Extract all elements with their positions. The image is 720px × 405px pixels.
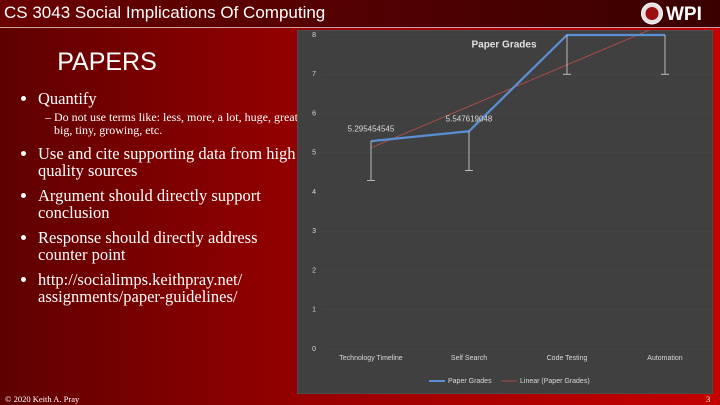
y-tick-label: 7 [312, 71, 316, 78]
y-tick-label: 3 [312, 228, 316, 235]
data-label: 5.295454545 [348, 124, 395, 133]
sub-bullet: Do not use terms like: less, more, a lot… [54, 111, 306, 137]
error-bar [661, 35, 669, 75]
sub-list: Do not use terms like: less, more, a lot… [38, 111, 306, 137]
chart: Paper Grades 0 1 2 3 4 5 6 7 8 Technology Timelin… [297, 30, 713, 394]
error-bar [563, 35, 571, 75]
y-tick-label: 1 [312, 307, 316, 314]
y-tick-label: 8 [312, 32, 316, 39]
y-tick-label: 6 [312, 110, 316, 117]
error-bar [465, 131, 473, 171]
chart-title: Paper Grades [471, 40, 536, 51]
bullet: Response should directly address counter… [38, 229, 306, 263]
bullet: Quantify Do not use terms like: less, mor… [38, 90, 306, 137]
bullet-text: Response should directly address counter… [38, 228, 258, 264]
bullet-list: Quantify Do not use terms like: less, mor… [22, 90, 306, 313]
bullet: http://socialimps.keithpray.net/ assignm… [38, 271, 306, 305]
series-line [370, 33, 665, 143]
logo-text: WPI [666, 4, 702, 25]
bullet-text: Quantify [38, 89, 97, 108]
legend-label: Linear (Paper Grades) [520, 378, 590, 385]
bullet-text: http://socialimps.keithpray.net/ assignm… [38, 270, 243, 306]
chart-background [297, 30, 713, 394]
x-tick-label: Automation [647, 355, 683, 362]
y-tick-label: 0 [312, 346, 316, 353]
header-bar: CS 3043 Social Implications Of Computing… [0, 0, 720, 28]
error-bar [367, 141, 375, 181]
x-tick-label: Code Testing [547, 355, 588, 362]
bullet-text: Argument should directly support conclus… [38, 186, 261, 222]
legend-label: Paper Grades [448, 378, 492, 385]
y-tick-label: 4 [312, 189, 316, 196]
page-number: 3 [706, 394, 711, 404]
seal-center [645, 7, 659, 20]
data-label: 5.547619048 [446, 114, 493, 123]
y-tick-label: 5 [312, 150, 316, 157]
bullet-text: Use and cite supporting data from high q… [38, 144, 296, 180]
bullet: Argument should directly support conclus… [38, 187, 306, 221]
logo: WPI [641, 2, 702, 25]
y-tick-label: 2 [312, 267, 316, 274]
x-tick-label: Technology Timeline [339, 355, 403, 362]
trendline [370, 30, 651, 149]
copyright: © 2020 Keith A. Pray [5, 394, 80, 404]
slide-title: PAPERS [57, 48, 157, 76]
bullet: Use and cite supporting data from high q… [38, 145, 306, 179]
x-tick-label: Self Search [451, 355, 487, 362]
course-title: CS 3043 Social Implications Of Computing [4, 3, 326, 22]
